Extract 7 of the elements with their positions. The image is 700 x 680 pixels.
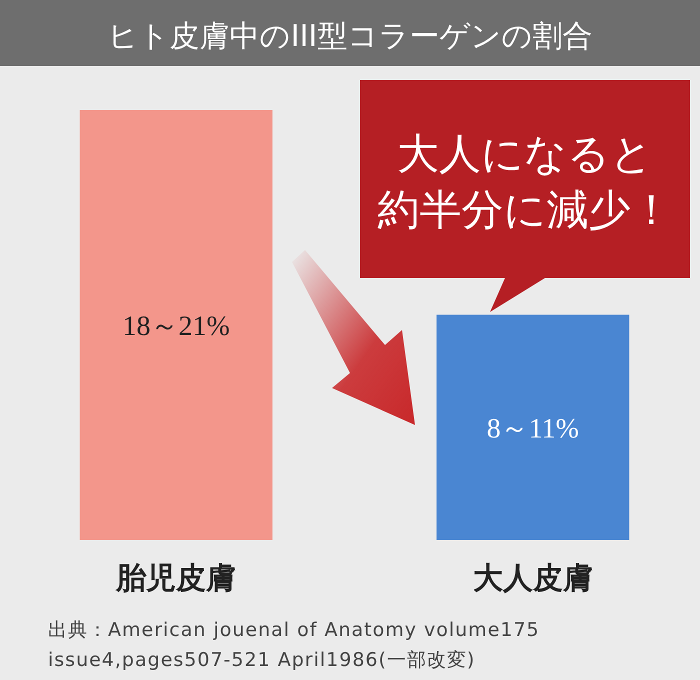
data-label: 8～11% (486, 413, 580, 444)
data-label: 18～21% (122, 311, 230, 342)
x-tick-label: 胎児皮膚 (115, 561, 236, 596)
chart-title: ヒト皮膚中のIII型コラーゲンの割合 (108, 19, 592, 54)
source-note: 出典：American jouenal of Anatomy volume175 issue4,pages507-521 April1986(一部改変) (48, 619, 540, 671)
annotation: 大人になると約半分に減少！ (378, 129, 672, 234)
x-tick-label: 大人皮膚 (472, 561, 593, 596)
